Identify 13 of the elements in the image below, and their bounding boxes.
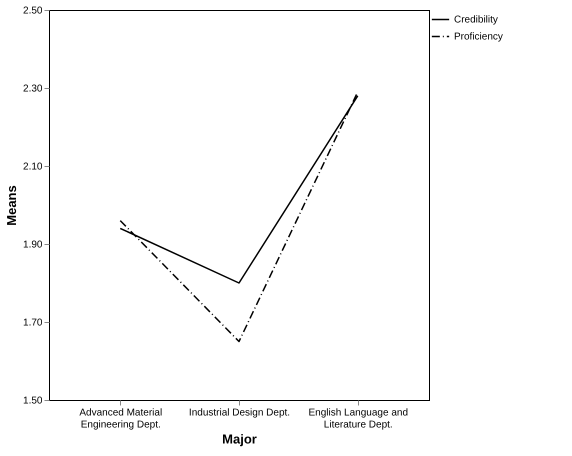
y-axis-title: Means: [4, 185, 20, 226]
x-tick-label: Industrial Design Dept.: [188, 408, 290, 418]
x-axis-title: Major: [222, 432, 257, 446]
y-tick-label: 2.30: [23, 84, 43, 94]
y-tick-label: 1.50: [23, 396, 43, 406]
x-tick-label: Advanced Material Engineering Dept.: [79, 408, 162, 430]
legend-label: Proficiency: [454, 32, 503, 42]
y-tick-label: 2.10: [23, 162, 43, 172]
y-tick-label: 1.90: [23, 240, 43, 250]
y-tick-label: 2.50: [23, 6, 43, 16]
legend-label: Credibility: [454, 14, 498, 26]
x-tick-label: English Language and Literature Dept.: [308, 408, 408, 430]
y-tick-label: 1.70: [23, 318, 43, 328]
